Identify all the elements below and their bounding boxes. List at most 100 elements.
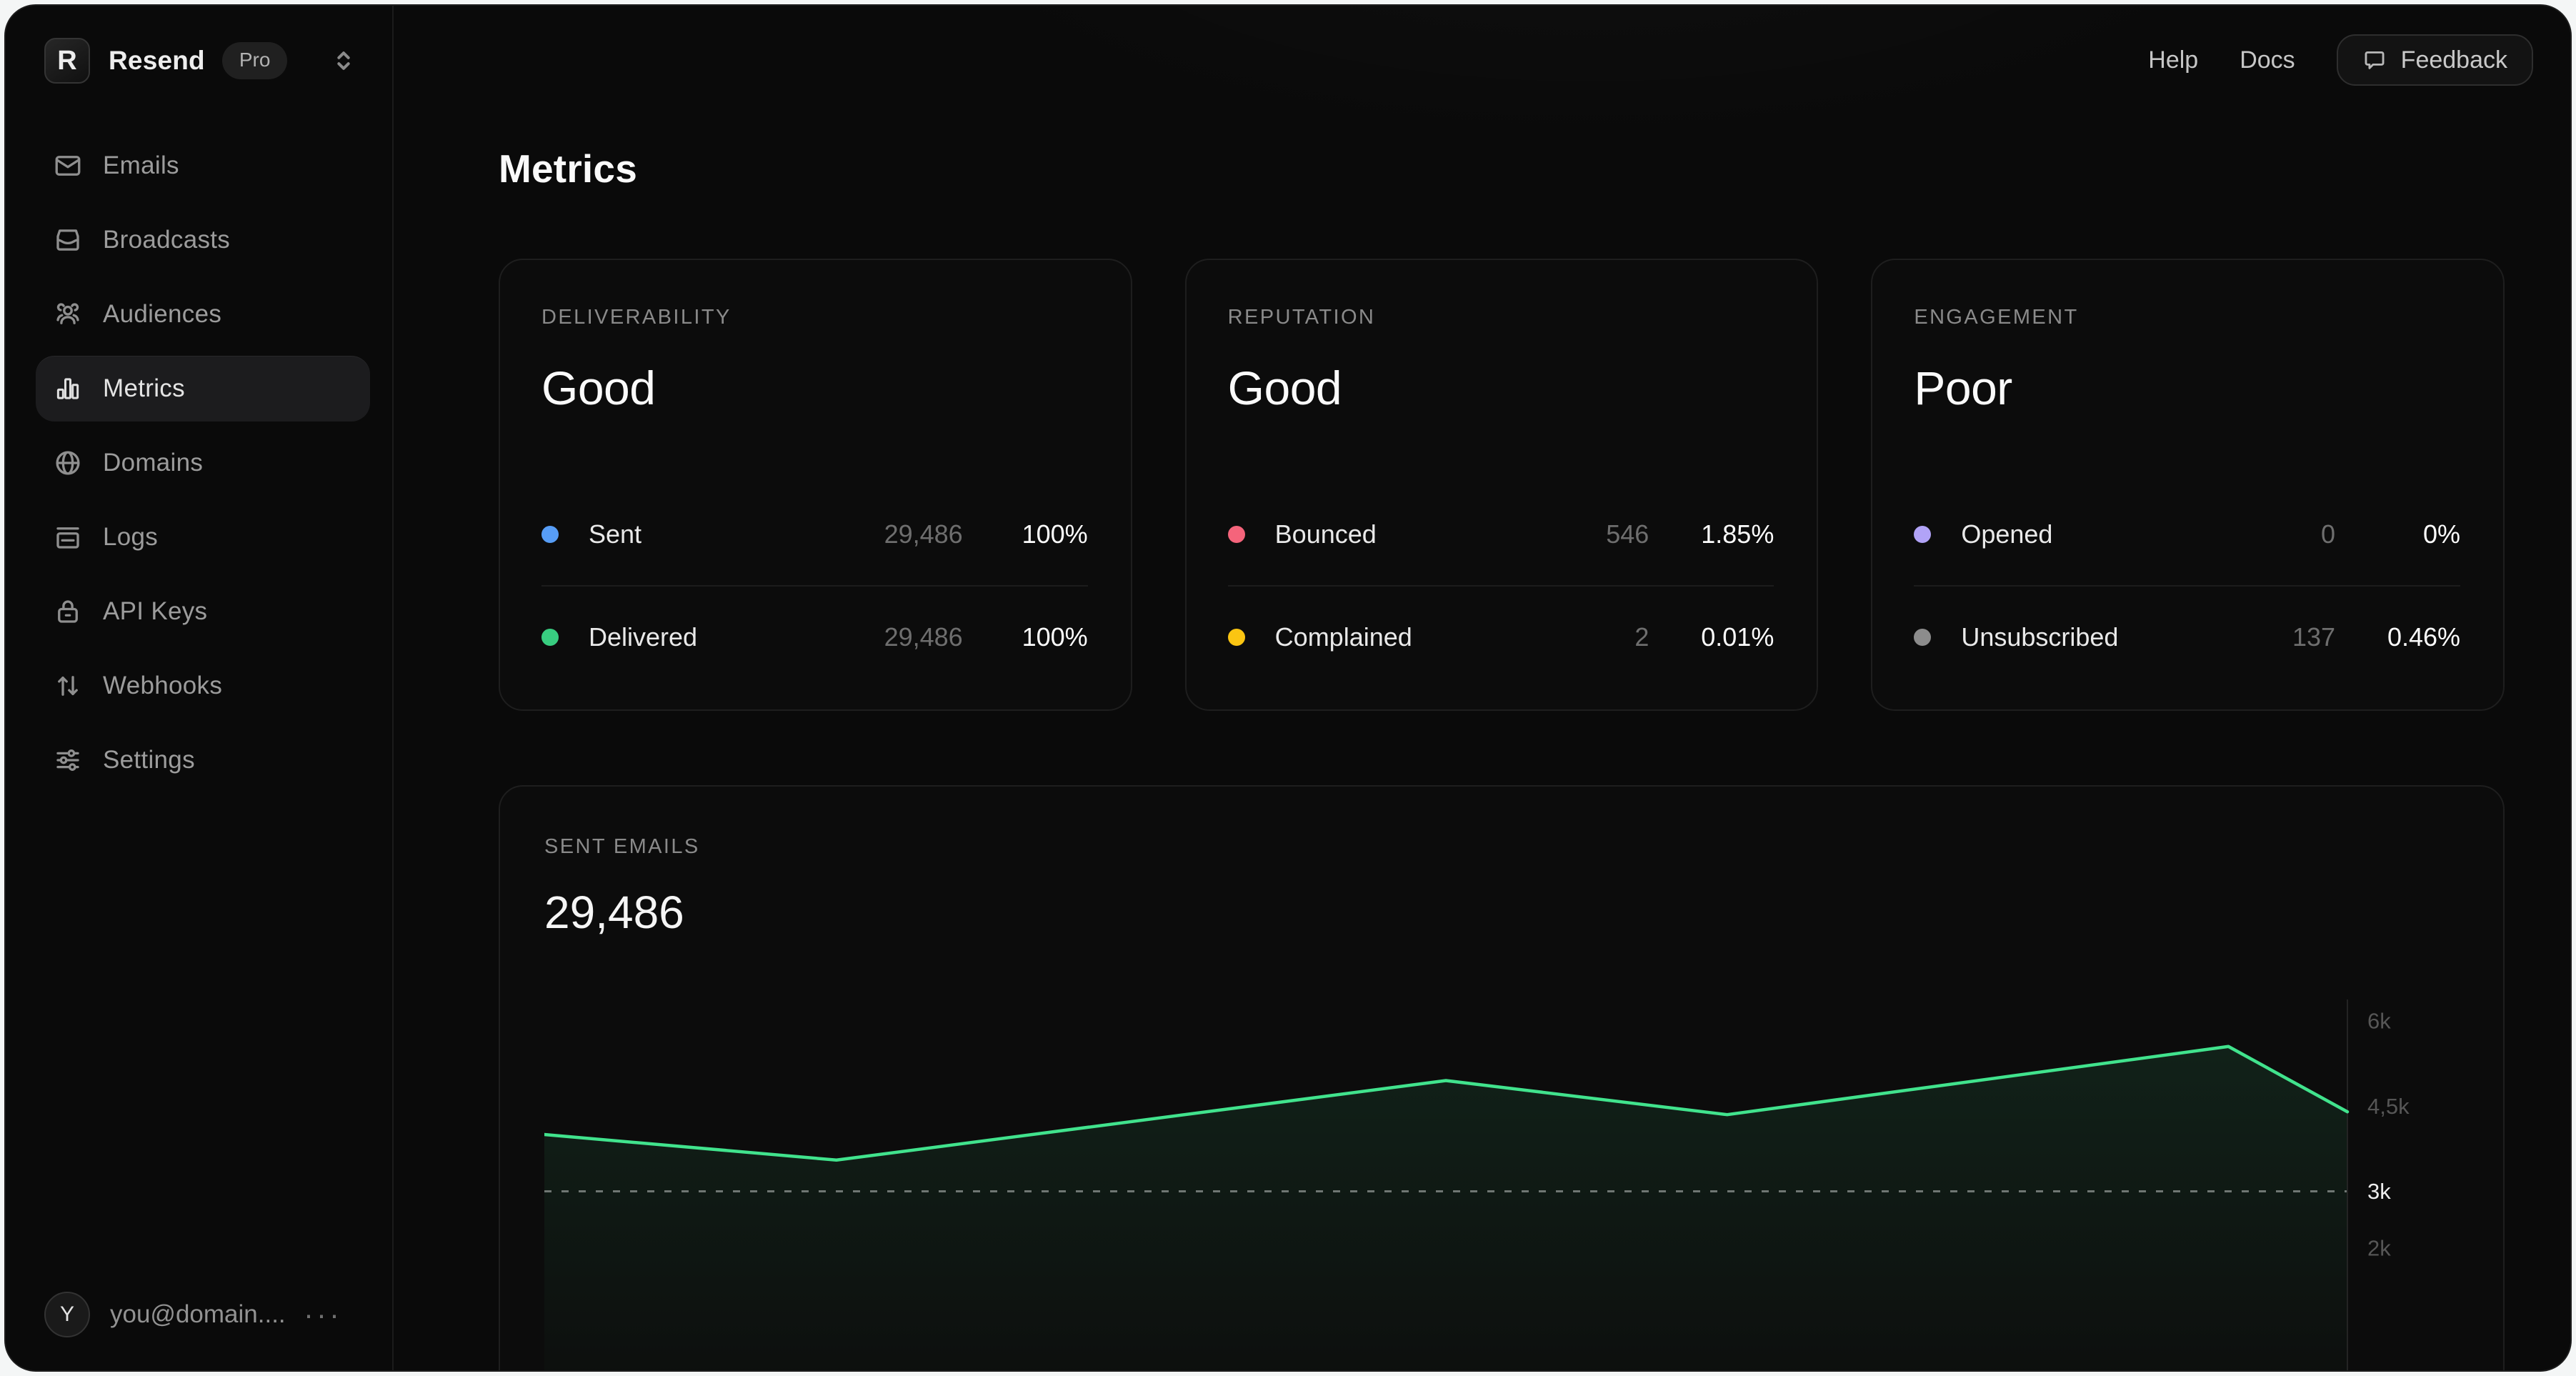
stat-percent: 100% [1022,519,1088,549]
stat-label: Delivered [589,622,698,652]
card-category: REPUTATION [1227,306,1376,329]
card-category: DELIVERABILITY [541,306,732,329]
sidebar-item-metrics[interactable]: Metrics [36,356,370,422]
logs-icon [56,527,79,549]
bar-chart-icon [56,378,79,399]
sent-emails-total: 29,486 [544,887,684,938]
engagement-card: ENGAGEMENT Poor Opened 0 0% Unsubscribed… [1871,259,2505,711]
complained-dot [1227,629,1245,646]
sidebar-item-label: Emails [103,151,179,179]
page-title: Metrics [499,146,637,191]
inbox-icon [56,229,79,251]
stat-value: 546 [1606,519,1649,549]
card-rows: Opened 0 0% Unsubscribed 137 0.46% [1914,484,2461,688]
sidebar-item-label: Broadcasts [103,226,231,254]
arrows-up-down-icon [58,676,78,696]
card-rows: Sent 29,486 100% Delivered 29,486 100% [541,484,1088,688]
stat-row-complained: Complained 2 0.01% [1227,587,1774,688]
sidebar-item-label: API Keys [103,597,208,625]
lock-icon [58,600,78,623]
sidebar-item-label: Audiences [103,300,222,328]
stat-label: Bounced [1274,519,1377,549]
sent-emails-chart: 6k 4,5k 3k 2k [542,999,2503,1370]
y-axis-tick: 3k [2367,1179,2391,1204]
sidebar: R Resend Pro Emails Broadcasts [6,6,394,1370]
sidebar-item-label: Metrics [103,374,185,402]
area-chart: 6k 4,5k 3k 2k [542,999,2410,1370]
app-window: R Resend Pro Emails Broadcasts [4,4,2572,1372]
docs-link[interactable]: Docs [2240,46,2295,74]
ellipsis-icon[interactable]: ··· [304,1297,342,1331]
sliders-icon [56,749,79,771]
reputation-card: REPUTATION Good Bounced 546 1.85% Compla… [1184,259,1819,711]
y-axis-tick: 6k [2367,1009,2391,1034]
stat-row-bounced: Bounced 546 1.85% [1227,484,1774,585]
card-status: Poor [1914,362,2012,414]
opened-dot [1914,526,1932,543]
sidebar-item-settings[interactable]: Settings [36,727,370,793]
workspace-switcher[interactable]: R Resend Pro [6,37,392,84]
stat-label: Unsubscribed [1961,622,2119,652]
chat-bubble-icon [2365,51,2385,69]
logo-letter: R [57,45,77,76]
user-email: you@domain.... [110,1300,286,1328]
stat-row-opened: Opened 0 0% [1914,484,2460,585]
sidebar-item-label: Webhooks [103,672,223,699]
divider [1914,585,2461,587]
user-account[interactable]: Y you@domain.... ··· [6,1292,392,1370]
plan-badge: Pro [221,42,288,79]
feedback-label: Feedback [2400,46,2507,74]
stat-label: Complained [1274,622,1412,652]
sidebar-item-label: Domains [103,449,204,477]
card-category: ENGAGEMENT [1914,306,2079,329]
sent-dot [541,526,559,543]
card-rows: Bounced 546 1.85% Complained 2 0.01% [1227,484,1774,688]
mail-icon [55,156,81,176]
card-status: Good [1227,362,1342,414]
bounced-dot [1227,526,1245,543]
summary-cards: DELIVERABILITY Good Sent 29,486 100% Del… [499,259,2505,711]
avatar-initial: Y [59,1302,74,1326]
stat-percent: 0.01% [1701,622,1774,652]
stat-row-delivered: Delivered 29,486 100% [541,587,1088,688]
y-axis-tick: 4,5k [2367,1094,2410,1119]
resend-logo: R [44,38,90,84]
sidebar-item-emails[interactable]: Emails [36,133,370,199]
unsubscribed-dot [1914,629,1932,646]
stat-value: 29,486 [884,622,963,652]
stat-percent: 1.85% [1701,519,1774,549]
stat-percent: 0% [2422,519,2461,549]
sidebar-item-webhooks[interactable]: Webhooks [36,653,370,719]
y-axis-tick: 2k [2367,1236,2391,1261]
sidebar-item-label: Settings [103,746,195,774]
divider [1227,585,1774,587]
sidebar-item-audiences[interactable]: Audiences [36,281,370,347]
deliverability-card: DELIVERABILITY Good Sent 29,486 100% Del… [499,259,1132,711]
stat-row-unsubscribed: Unsubscribed 137 0.46% [1914,587,2460,688]
feedback-button[interactable]: Feedback [2336,34,2533,86]
card-status: Good [541,362,656,414]
sidebar-item-label: Logs [103,523,159,551]
stat-row-sent: Sent 29,486 100% [541,484,1088,585]
divider [541,585,1088,587]
unfold-chevrons-icon[interactable] [329,46,358,75]
globe-icon [56,451,80,475]
stat-percent: 0.46% [2387,622,2461,652]
stat-label: Sent [589,519,642,549]
sidebar-item-domains[interactable]: Domains [36,430,370,496]
sent-emails-label: SENT EMAILS [544,835,700,858]
sidebar-item-broadcasts[interactable]: Broadcasts [36,207,370,273]
sidebar-item-api-keys[interactable]: API Keys [36,579,370,644]
main-content: Help Docs Feedback Metrics DELIVERABILIT… [394,6,2570,1370]
avatar: Y [44,1292,90,1337]
delivered-dot [541,629,559,646]
sidebar-nav: Emails Broadcasts Audiences [6,133,392,802]
stat-label: Opened [1961,519,2053,549]
sidebar-item-logs[interactable]: Logs [36,504,370,570]
stat-value: 137 [2292,622,2336,652]
help-link[interactable]: Help [2148,46,2199,74]
sent-emails-card: SENT EMAILS 29,486 6k 4,5k 3k 2k [499,785,2505,1370]
stat-value: 29,486 [884,519,963,549]
topbar: Help Docs Feedback [2148,34,2533,86]
users-icon [56,303,79,324]
